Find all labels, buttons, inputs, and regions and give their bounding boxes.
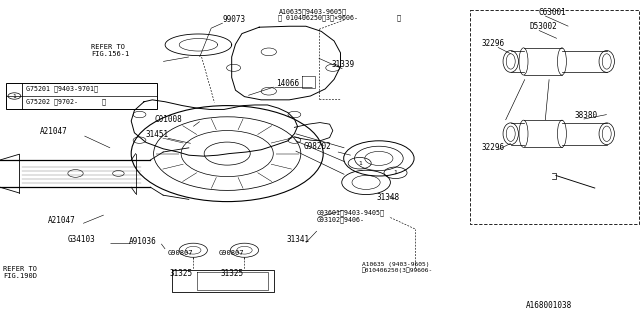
Text: A91036: A91036 bbox=[129, 237, 157, 246]
Text: 31451: 31451 bbox=[146, 130, 169, 139]
Text: 1: 1 bbox=[358, 161, 362, 166]
Text: G34103: G34103 bbox=[67, 235, 95, 244]
Text: 32296: 32296 bbox=[481, 39, 504, 48]
Text: G93601〈9403-9405〉: G93601〈9403-9405〉 bbox=[317, 210, 385, 216]
Text: G90807: G90807 bbox=[168, 251, 193, 256]
Text: 31341: 31341 bbox=[287, 235, 310, 244]
Text: A21047: A21047 bbox=[40, 127, 67, 136]
Text: 1: 1 bbox=[13, 93, 16, 99]
Text: C63001: C63001 bbox=[539, 8, 566, 17]
Text: C01008: C01008 bbox=[155, 115, 182, 124]
Text: A10635 (9403-9605): A10635 (9403-9605) bbox=[362, 262, 429, 267]
Text: G75202 〇9702-      〉: G75202 〇9702- 〉 bbox=[26, 98, 106, 105]
Text: REFER TO: REFER TO bbox=[3, 267, 37, 272]
Text: 〉: 〉 bbox=[397, 15, 401, 21]
Text: REFER TO: REFER TO bbox=[91, 44, 125, 50]
Text: Ⓑ010406250(3〉99606-: Ⓑ010406250(3〉99606- bbox=[362, 267, 433, 273]
Text: 31325: 31325 bbox=[170, 269, 193, 278]
Text: G90807: G90807 bbox=[219, 251, 244, 256]
Text: 1: 1 bbox=[394, 170, 397, 175]
Bar bbox=[6, 83, 157, 109]
Text: G75201 〇9403-9701〉: G75201 〇9403-9701〉 bbox=[26, 85, 97, 92]
Text: FIG.190D: FIG.190D bbox=[3, 273, 37, 279]
Text: A168001038: A168001038 bbox=[526, 301, 572, 310]
Text: 99073: 99073 bbox=[223, 15, 246, 24]
Text: FIG.156-1: FIG.156-1 bbox=[91, 52, 129, 57]
Text: 38380: 38380 bbox=[575, 111, 598, 120]
Text: A21047: A21047 bbox=[48, 216, 76, 225]
Text: 14066: 14066 bbox=[276, 79, 300, 88]
Text: 32296: 32296 bbox=[481, 143, 504, 152]
Text: A10635〇9403-9605〉: A10635〇9403-9605〉 bbox=[278, 9, 346, 15]
Text: 31348: 31348 bbox=[376, 193, 399, 202]
Text: 31339: 31339 bbox=[332, 60, 355, 69]
Text: G98202: G98202 bbox=[304, 142, 332, 151]
Text: 31325: 31325 bbox=[221, 269, 244, 278]
Text: Ⓑ 010406250〈3〉×9606-: Ⓑ 010406250〈3〉×9606- bbox=[278, 15, 358, 21]
Text: G93102〈9406-: G93102〈9406- bbox=[317, 216, 365, 222]
Text: D53002: D53002 bbox=[530, 22, 557, 31]
